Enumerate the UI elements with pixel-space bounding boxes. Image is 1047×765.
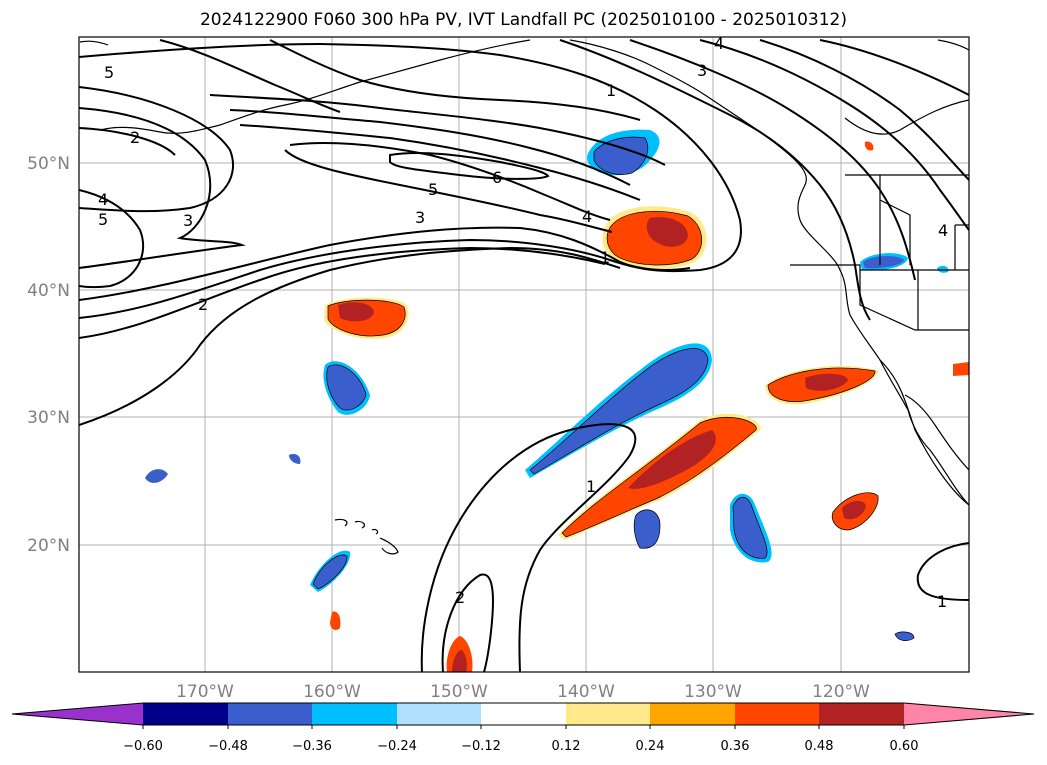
contour-label: 2 [130, 128, 140, 147]
lon-tick: 160°W [303, 682, 361, 702]
lon-tick: 150°W [430, 682, 488, 702]
contour-label: 1 [586, 477, 596, 496]
lon-tick-labels: 170°W 160°W 150°W 140°W 130°W 120°W [176, 682, 870, 702]
colorbar-segment [819, 703, 904, 725]
colorbar-tick: −0.60 [123, 739, 163, 754]
ivt-negative-anomalies [145, 129, 949, 641]
ivt-positive-blob [646, 216, 688, 247]
ivt-negative-blob [733, 497, 768, 559]
colorbar: −0.60 −0.48 −0.36 −0.24 −0.12 0.12 0.24 … [11, 702, 1035, 754]
colorbar-tick: −0.36 [292, 739, 332, 754]
lon-tick: 170°W [176, 682, 234, 702]
colorbar-tick: −0.24 [377, 739, 417, 754]
map-area [79, 37, 969, 672]
ivt-positive-anomalies [324, 141, 969, 672]
contour-label: 4 [582, 207, 592, 226]
colorbar-tick: 0.36 [721, 739, 750, 754]
ivt-outlines [312, 136, 915, 641]
ivt-positive-blob [953, 362, 969, 376]
contour-label: 3 [183, 211, 193, 230]
colorbar-segment [143, 703, 228, 725]
contour-label: 2 [198, 295, 208, 314]
colorbar-segment [566, 703, 650, 725]
contour-label: 3 [415, 208, 425, 227]
ivt-positive-blob [805, 373, 848, 391]
colorbar-segment [735, 703, 819, 725]
ivt-positive-blob [330, 611, 341, 630]
lon-tick: 140°W [557, 682, 615, 702]
contour-label: 4 [98, 190, 108, 209]
lat-tick: 50°N [27, 154, 70, 174]
ivt-positive-blob [864, 141, 874, 151]
pv-contour-labels: 5 2 4 5 3 2 5 6 3 4 1 1 3 4 4 1 2 1 [98, 34, 948, 611]
contour-label: 1 [606, 81, 616, 100]
lat-tick-labels: 50°N 40°N 30°N 20°N [27, 154, 70, 556]
ivt-positive-blob [842, 500, 866, 520]
contour-label: 5 [428, 180, 438, 199]
colorbar-segment [650, 703, 735, 725]
ivt-positive-blob [452, 650, 467, 672]
colorbar-tick: 0.12 [552, 739, 581, 754]
coastlines [79, 39, 969, 555]
colorbar-tick: 0.48 [805, 739, 834, 754]
pv-contours [79, 39, 969, 672]
contour-label: 1 [937, 592, 947, 611]
colorbar-tick: 0.60 [890, 739, 919, 754]
ivt-negative-blob [289, 454, 301, 464]
lat-tick: 40°N [27, 281, 70, 301]
ivt-negative-blob [313, 555, 348, 589]
contour-label: 5 [98, 210, 108, 229]
contour-label: 3 [697, 61, 707, 80]
contour-label: 6 [492, 168, 502, 187]
ivt-negative-blob [145, 469, 168, 483]
map-frame [78, 36, 970, 673]
colorbar-segment [228, 703, 312, 725]
colorbar-segment [312, 703, 397, 725]
colorbar-tick: −0.48 [208, 739, 248, 754]
ivt-negative-blob [937, 265, 949, 273]
ivt-negative-blob [634, 509, 660, 549]
ivt-negative-blob [863, 256, 904, 269]
colorbar-segment [12, 703, 143, 725]
ivt-negative-blob [326, 364, 366, 411]
contour-label: 4 [714, 34, 724, 53]
map-title: 2024122900 F060 300 hPa PV, IVT Landfall… [199, 10, 847, 30]
contour-label: 2 [455, 588, 465, 607]
lon-tick: 130°W [684, 682, 742, 702]
colorbar-segment [481, 703, 566, 725]
colorbar-tick: 0.24 [636, 739, 665, 754]
lon-tick: 120°W [812, 682, 870, 702]
colorbar-segment [397, 703, 481, 725]
lat-tick: 30°N [27, 408, 70, 428]
colorbar-tick: −0.12 [461, 739, 501, 754]
lat-tick: 20°N [27, 536, 70, 556]
colorbar-segment [904, 703, 1034, 725]
ivt-negative-blob [594, 137, 648, 175]
ivt-negative-blob [895, 631, 914, 641]
contour-label: 4 [938, 221, 948, 240]
contour-label: 5 [104, 63, 114, 82]
ivt-positive-blob [338, 302, 374, 322]
ivt-negative-blob [530, 348, 708, 474]
ivt-positive-blob [628, 430, 716, 489]
contour-label: 1 [600, 248, 610, 267]
